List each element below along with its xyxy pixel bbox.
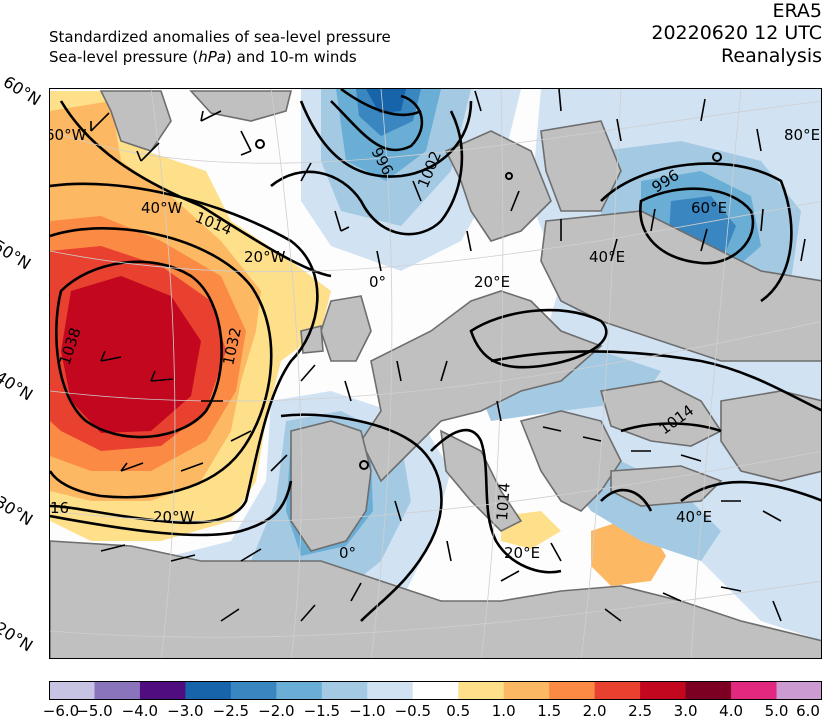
lat-label-20n: 20°N xyxy=(0,618,37,656)
lon-label-40e-south: 40°E xyxy=(676,508,712,526)
colorbar-tick-label: −5.0 xyxy=(76,702,113,720)
lon-label-40w: 40°W xyxy=(141,199,183,217)
colorbar-frame xyxy=(49,681,822,700)
datetime-label: 20220620 12 UTC xyxy=(651,22,822,44)
map-canvas: 1038 1032 1014 996 1002 996 1014 1014 16… xyxy=(50,89,821,658)
colorbar-segment xyxy=(549,681,596,700)
lon-label-20w: 20°W xyxy=(244,248,286,266)
colorbar-tick-label: −1.0 xyxy=(349,702,386,720)
colorbar-segment xyxy=(139,681,186,700)
positive-anomaly-shading xyxy=(61,276,201,433)
anomaly-map: 1038 1032 1014 996 1002 996 1014 1014 16… xyxy=(49,88,822,659)
colorbar-tick-label: 6.0 xyxy=(796,702,820,720)
isobar-label: 1014 xyxy=(493,482,514,521)
lat-label-60n: 60°N xyxy=(0,72,45,110)
colorbar-segment xyxy=(731,681,778,700)
colorbar-tick-label: 2.5 xyxy=(628,702,653,720)
lat-label-50n: 50°N xyxy=(0,236,35,274)
colorbar-segment xyxy=(230,681,277,700)
colorbar-tick-label: 1.5 xyxy=(537,702,562,720)
colorbar-tick-label: −3.0 xyxy=(167,702,204,720)
lon-label-20e: 20°E xyxy=(474,273,510,291)
unit-label: hPa xyxy=(198,48,226,66)
graticule xyxy=(50,89,821,658)
lon-label-60w: 60°W xyxy=(50,126,87,144)
negative-anomaly-shading xyxy=(366,89,406,113)
colorbar-segment xyxy=(276,681,323,700)
colorbar-segment xyxy=(776,681,822,700)
colorbar-segment xyxy=(321,681,368,700)
colorbar-segment xyxy=(412,681,459,700)
colorbar-segment xyxy=(640,681,687,700)
colorbar-segment xyxy=(503,681,550,700)
colorbar-tick-label: 0.5 xyxy=(446,702,471,720)
isobars xyxy=(50,89,821,622)
colorbar-segment xyxy=(367,681,414,700)
colorbar xyxy=(49,681,822,700)
map-subtitle-2: Sea-level pressure (hPa) and 10-m winds xyxy=(49,48,357,66)
subtitle-suffix: ) and 10-m winds xyxy=(225,48,357,66)
colorbar-segment xyxy=(185,681,232,700)
colorbar-tick-label: −6.0 xyxy=(42,702,80,720)
isobar-label: 16 xyxy=(50,499,69,517)
land xyxy=(50,90,821,658)
colorbar-tick-label: 4.0 xyxy=(719,702,744,720)
lon-label-60e: 60°E xyxy=(691,199,727,217)
colorbar-segment xyxy=(458,681,505,700)
lon-label-20e-south: 20°E xyxy=(504,544,540,562)
dataset-label: ERA5 xyxy=(772,0,822,22)
lon-label-0-south: 0° xyxy=(339,544,356,562)
colorbar-tick-label: 5.0 xyxy=(764,702,789,720)
lon-label-80e: 80°E xyxy=(784,126,820,144)
colorbar-tick-label: −4.0 xyxy=(121,702,159,720)
isobar-rings xyxy=(255,139,722,470)
lat-label-40n: 40°N xyxy=(0,367,37,405)
colorbar-tick-label: −2.0 xyxy=(258,702,295,720)
lon-label-20w-south: 20°W xyxy=(153,508,195,526)
colorbar-segment xyxy=(685,681,732,700)
product-label: Reanalysis xyxy=(721,45,822,67)
lat-label-30n: 30°N xyxy=(0,492,37,530)
map-subtitle-1: Standardized anomalies of sea-level pres… xyxy=(49,28,391,46)
colorbar-segment xyxy=(49,681,95,700)
colorbar-segment xyxy=(94,681,141,700)
colorbar-tick-label: −0.5 xyxy=(394,702,432,720)
colorbar-tick-label: 2.0 xyxy=(582,702,607,720)
colorbar-segment xyxy=(594,681,641,700)
lon-label-0: 0° xyxy=(369,273,386,291)
colorbar-tick-label: −2.5 xyxy=(212,702,250,720)
lon-label-40e: 40°E xyxy=(589,248,625,266)
subtitle-prefix: Sea-level pressure ( xyxy=(49,48,199,66)
colorbar-tick-label: 1.0 xyxy=(491,702,516,720)
colorbar-tick-label: −1.5 xyxy=(303,702,341,720)
colorbar-tick-label: 3.0 xyxy=(673,702,698,720)
wind-barbs xyxy=(90,89,806,622)
